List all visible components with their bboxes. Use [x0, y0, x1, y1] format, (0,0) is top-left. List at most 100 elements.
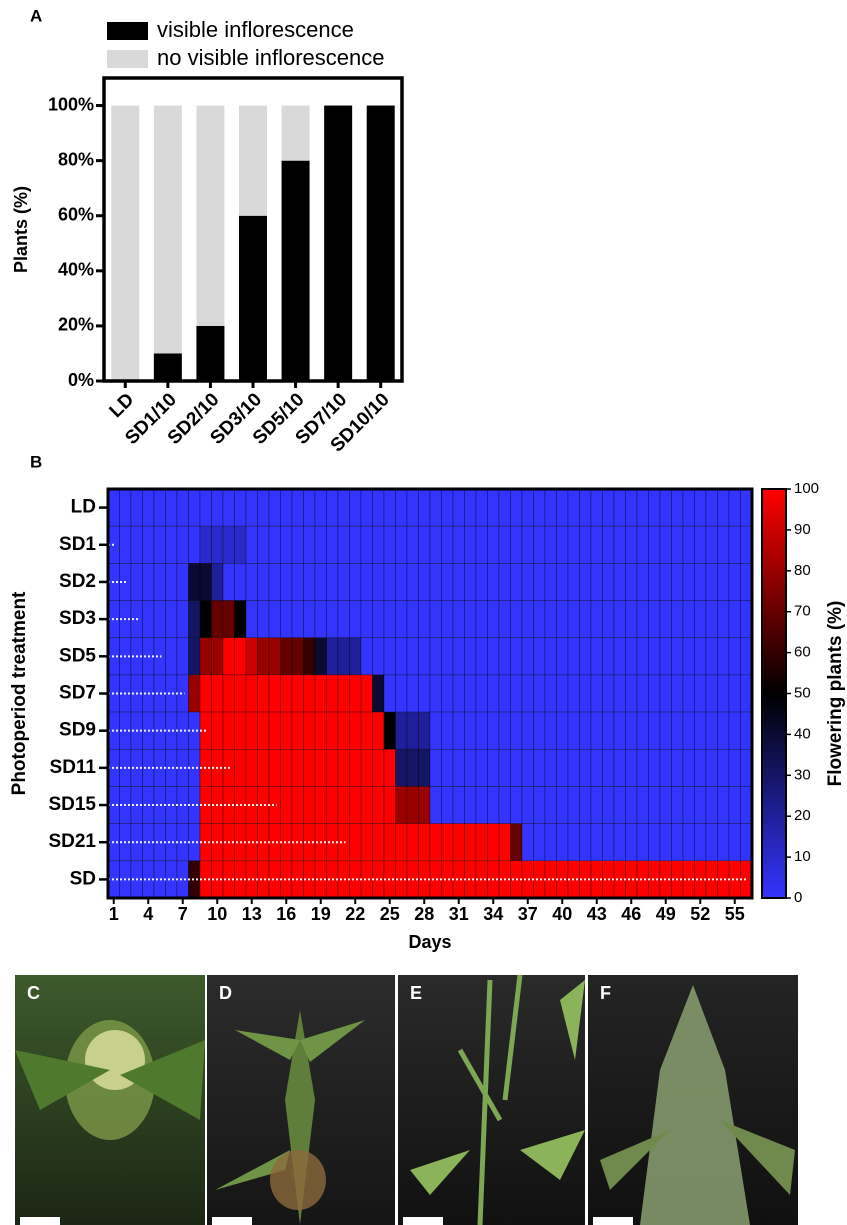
heat-cell	[142, 600, 155, 639]
heat-cell	[498, 786, 511, 824]
photo-e: E	[398, 974, 585, 1225]
heat-cell	[418, 748, 431, 787]
heat-cell	[613, 711, 626, 750]
heat-cell	[176, 823, 189, 862]
heat-cell	[429, 748, 442, 787]
heat-cell	[487, 525, 500, 564]
leaf	[410, 980, 585, 1195]
heat-cell	[579, 748, 592, 787]
heat-cell	[280, 823, 293, 862]
photo-d: D	[207, 975, 395, 1225]
y-axis-label: Plants (%)	[11, 186, 31, 273]
heat-cell	[199, 600, 212, 639]
heat-cell	[314, 563, 327, 601]
bar-segment	[324, 105, 353, 381]
heat-cell	[682, 563, 695, 601]
heat-cell	[211, 563, 224, 601]
heat-cell	[625, 674, 638, 713]
heat-cell	[694, 786, 707, 824]
x-tick-label: 1	[109, 904, 119, 924]
heat-cell	[245, 674, 258, 713]
heat-cell	[544, 563, 557, 601]
heat-cell	[383, 674, 396, 713]
heat-cell	[188, 860, 201, 899]
heat-cell	[165, 525, 178, 564]
heat-cell	[303, 525, 316, 564]
y-tick-label: 20%	[58, 315, 94, 335]
x-tick-label: 4	[143, 904, 153, 924]
heat-cell	[268, 563, 281, 601]
heat-cell	[326, 488, 339, 527]
heat-cell	[521, 525, 534, 564]
heat-cell	[625, 563, 638, 601]
heat-cell	[406, 674, 419, 713]
heat-cell	[326, 637, 339, 676]
heat-cell	[659, 786, 672, 824]
heat-cell	[648, 525, 661, 564]
heat-cell	[717, 563, 730, 601]
heat-cell	[188, 525, 201, 564]
colorbar-tick-label: 100	[794, 480, 819, 497]
heat-cell	[360, 525, 373, 564]
heat-cell	[464, 600, 477, 639]
heat-cell	[567, 748, 580, 787]
heat-cell	[257, 786, 270, 824]
heat-cell	[360, 786, 373, 824]
heat-cell	[314, 600, 327, 639]
x-tick-label: 40	[552, 904, 572, 924]
heat-cell	[740, 823, 753, 862]
heat-cell	[429, 786, 442, 824]
x-tick-label: 10	[207, 904, 227, 924]
heat-cell	[705, 786, 718, 824]
heat-cell	[452, 786, 465, 824]
y-tick-label: 0%	[68, 370, 94, 390]
heat-cell	[165, 637, 178, 676]
heat-cell	[314, 674, 327, 713]
heat-cell	[280, 488, 293, 527]
heat-cell	[245, 600, 258, 639]
scale-bar	[403, 1217, 443, 1225]
heat-cell	[337, 600, 350, 639]
heat-cell	[510, 748, 523, 787]
heat-cell	[199, 488, 212, 527]
heat-cell	[464, 711, 477, 750]
heat-cell	[326, 786, 339, 824]
heat-cell	[153, 525, 166, 564]
heat-cell	[257, 748, 270, 787]
row-label: SD9	[59, 720, 96, 741]
heat-cell	[671, 748, 684, 787]
heat-cell	[625, 786, 638, 824]
heat-cell	[533, 488, 546, 527]
heat-cell	[452, 488, 465, 527]
heat-cell	[579, 711, 592, 750]
heat-cell	[648, 860, 661, 899]
heat-cell	[728, 563, 741, 601]
heat-cell	[567, 600, 580, 639]
heat-cell	[694, 823, 707, 862]
heat-cell	[498, 525, 511, 564]
heat-cell	[211, 674, 224, 713]
heat-cell	[602, 711, 615, 750]
x-tick-label: 52	[690, 904, 710, 924]
heat-cell	[429, 525, 442, 564]
legend-label: no visible inflorescence	[157, 45, 384, 70]
heat-cell	[717, 748, 730, 787]
heat-cell	[372, 488, 385, 527]
heat-cell	[441, 600, 454, 639]
heat-cell	[705, 674, 718, 713]
heat-cell	[659, 823, 672, 862]
x-tick-label: 49	[656, 904, 676, 924]
heat-cell	[636, 600, 649, 639]
heat-cell	[625, 823, 638, 862]
heat-cell	[556, 711, 569, 750]
heat-cell	[372, 637, 385, 676]
heat-cell	[337, 860, 350, 899]
heat-cell	[740, 674, 753, 713]
heat-cell	[291, 637, 304, 676]
heat-cell	[406, 748, 419, 787]
heat-cell	[383, 563, 396, 601]
heat-cell	[303, 600, 316, 639]
heat-cell	[728, 488, 741, 527]
heat-cell	[533, 525, 546, 564]
heat-cell	[498, 823, 511, 862]
